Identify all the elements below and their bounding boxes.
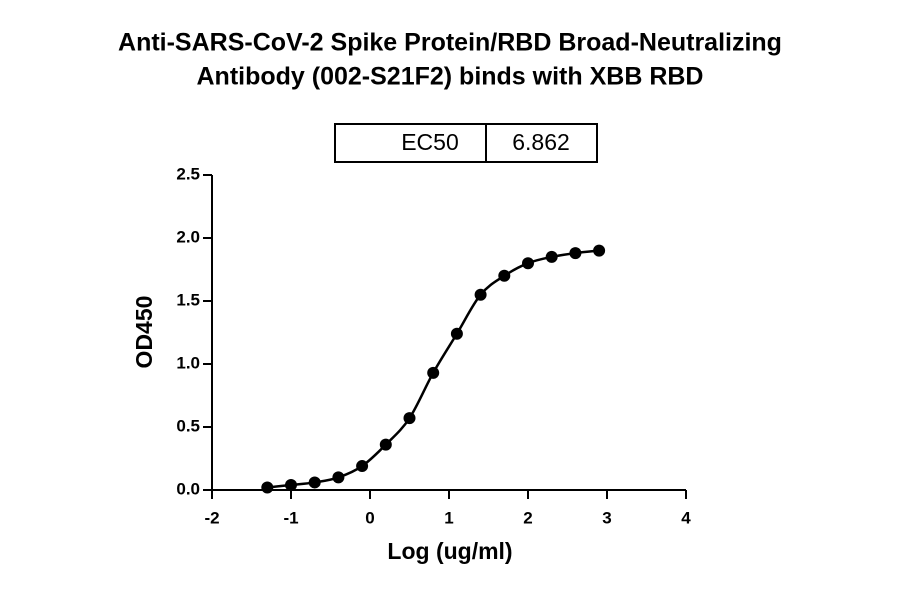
x-tick-label: 1	[444, 508, 453, 527]
y-tick-label: 1.0	[176, 353, 200, 372]
x-tick-label: 3	[602, 508, 611, 527]
data-point	[356, 460, 369, 473]
data-point	[522, 257, 534, 270]
x-tick-label: -2	[204, 508, 219, 527]
data-point	[427, 366, 440, 379]
ec50-label: EC50	[401, 129, 459, 155]
data-point	[593, 244, 606, 257]
chart-title: Antibody (002-S21F2) binds with XBB RBD	[197, 63, 704, 91]
x-tick-label: -1	[283, 508, 298, 527]
data-point	[569, 247, 582, 260]
data-point	[403, 412, 416, 425]
data-point	[379, 438, 392, 451]
y-tick-label: 2.0	[176, 227, 200, 246]
data-point	[450, 327, 463, 340]
data-point	[498, 269, 511, 282]
chart-title: Anti-SARS-CoV-2 Spike Protein/RBD Broad-…	[118, 29, 782, 57]
x-axis-label: Log (ug/ml)	[387, 538, 512, 564]
data-point	[261, 481, 274, 494]
data-point	[332, 471, 345, 484]
x-tick-label: 4	[681, 508, 691, 527]
data-point	[545, 250, 558, 263]
data-point	[285, 478, 297, 491]
y-tick-label: 0.5	[176, 416, 200, 435]
y-tick-label: 2.5	[176, 164, 200, 183]
data-point	[474, 288, 487, 301]
y-tick-label: 0.0	[176, 479, 200, 498]
x-tick-label: 0	[365, 508, 374, 527]
y-axis-label: OD450	[131, 296, 157, 369]
data-point	[308, 476, 321, 489]
ec50-box	[334, 123, 598, 163]
ec50-value: 6.862	[512, 129, 570, 155]
x-tick-label: 2	[523, 508, 532, 527]
y-tick-label: 1.5	[176, 290, 200, 309]
